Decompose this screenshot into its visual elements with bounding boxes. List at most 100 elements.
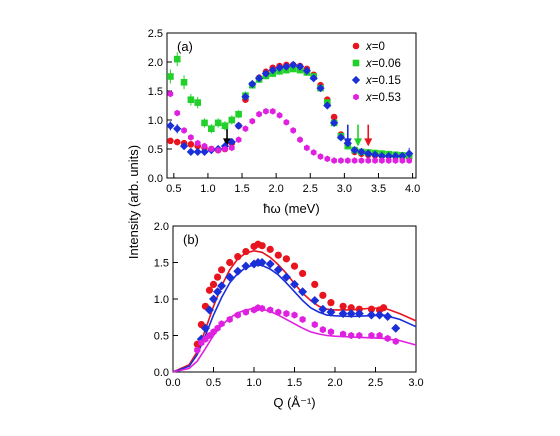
data-point — [214, 324, 221, 332]
data-point — [235, 136, 242, 144]
data-point — [392, 337, 399, 345]
plot-frame — [166, 32, 417, 179]
data-point — [336, 133, 346, 142]
x-tick-label: 3.5 — [371, 183, 386, 195]
y-tick-label: 1.5 — [148, 86, 163, 98]
data-point — [188, 134, 194, 141]
data-point — [173, 124, 182, 133]
data-point — [166, 121, 175, 130]
data-point — [343, 139, 352, 148]
data-point — [316, 83, 325, 93]
panel-b: 0.0 0.5 1.0 1.5 2.0 2.5 3.0 0.0 0.5 1.0 1.5 2.0 Q (Å… — [154, 221, 424, 410]
data-point — [194, 139, 201, 147]
data-point — [194, 346, 201, 354]
arrow-head — [354, 138, 363, 147]
data-point — [330, 118, 339, 128]
data-point — [208, 125, 215, 132]
data-point — [291, 311, 298, 319]
y-tick-label: 2.5 — [148, 28, 163, 40]
data-point — [379, 157, 385, 164]
data-point — [258, 242, 266, 250]
data-point — [338, 309, 348, 319]
data-point — [218, 320, 225, 328]
data-point — [339, 302, 347, 310]
data-point — [398, 151, 407, 161]
x-tick-label: 2.0 — [269, 183, 284, 195]
arrow-head — [364, 138, 373, 147]
data-point — [204, 305, 214, 315]
data-point — [180, 79, 188, 86]
data-point — [266, 245, 274, 253]
data-point — [225, 272, 235, 282]
data-point — [215, 146, 222, 154]
data-point — [258, 304, 266, 313]
data-point — [290, 262, 299, 270]
data-point — [298, 287, 308, 297]
data-point — [173, 55, 181, 63]
legend-label: x=0.15 — [365, 75, 401, 87]
legend-label: x=0 — [365, 41, 385, 53]
data-point — [405, 149, 414, 158]
x-tick-label: 3.0 — [337, 183, 352, 195]
x-tick-label: 0.5 — [206, 377, 221, 389]
data-point — [290, 279, 299, 289]
data-point — [309, 74, 318, 83]
data-point — [208, 145, 215, 153]
data-point — [372, 157, 378, 164]
data-point — [356, 331, 363, 340]
data-point — [261, 69, 271, 78]
data-point — [268, 65, 277, 75]
data-point — [302, 66, 311, 75]
data-point — [327, 328, 335, 336]
y-tick-label: 0.5 — [148, 144, 163, 156]
data-point — [167, 90, 174, 98]
y-tick-label: 0.5 — [154, 331, 169, 343]
y-tick-label: 2.0 — [148, 57, 163, 69]
legend-label: x=0.06 — [365, 58, 401, 70]
data-point — [273, 265, 283, 275]
data-point — [366, 310, 376, 320]
data-point — [213, 273, 222, 281]
data-point — [267, 306, 274, 314]
data-point — [265, 259, 275, 269]
data-point — [399, 157, 406, 164]
data-point — [391, 323, 401, 333]
data-point — [282, 62, 291, 71]
data-point — [234, 311, 241, 319]
data-point — [281, 272, 291, 282]
data-point — [295, 62, 305, 71]
data-point — [187, 141, 195, 148]
data-point — [392, 157, 399, 164]
data-point — [200, 323, 210, 333]
panel-label: (b) — [183, 232, 199, 247]
data-point — [351, 157, 358, 164]
data-point — [193, 147, 202, 157]
panel-label: (a) — [177, 39, 193, 54]
x-tick-label: 1.0 — [246, 377, 261, 389]
data-point — [228, 116, 236, 124]
data-point — [186, 147, 196, 157]
data-point — [227, 137, 236, 147]
data-point — [331, 157, 337, 164]
data-point — [167, 137, 174, 145]
data-point — [370, 150, 380, 159]
data-point — [376, 331, 383, 340]
data-point — [368, 331, 375, 340]
data-point — [256, 110, 262, 118]
data-point — [249, 117, 256, 125]
shared-y-axis-label: Intensity (arb. units) — [126, 145, 141, 259]
data-point — [384, 334, 391, 343]
data-point — [254, 74, 264, 83]
data-point — [319, 326, 326, 334]
data-point — [375, 310, 385, 320]
data-point — [317, 153, 324, 160]
data-point — [201, 142, 208, 150]
data-point — [200, 147, 209, 157]
y-tick-label: 0.0 — [148, 173, 163, 185]
x-tick-label: 1.5 — [287, 377, 302, 389]
data-point — [201, 119, 208, 127]
data-point — [384, 151, 393, 161]
data-point — [242, 247, 250, 256]
data-point — [299, 315, 306, 324]
data-point — [205, 286, 214, 294]
